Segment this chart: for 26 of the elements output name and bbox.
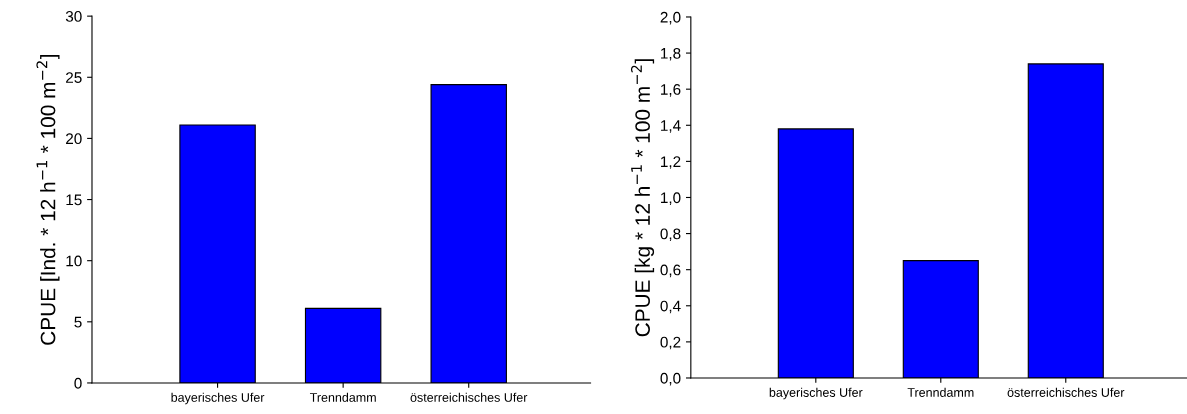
y-tick-label: 20: [66, 133, 82, 145]
y-tick-label: 0,8: [660, 228, 681, 242]
x-tick-label: bayerisches Ufer: [769, 387, 863, 400]
y-tick-label: 0,0: [660, 372, 681, 386]
y-tick-label: 0,4: [660, 300, 681, 314]
y-tick-label: 1,6: [661, 84, 681, 97]
x-tick-label: österreichisches Ufer: [410, 392, 528, 402]
x-tick-label: Trenndamm: [907, 387, 974, 397]
y-tick-label: 0,6: [660, 264, 681, 278]
y-tick-label: 10: [66, 255, 82, 267]
y-tick-label: 0,2: [660, 336, 681, 350]
y-tick-label: 1,8: [661, 47, 681, 61]
x-tick-label: Trenndamm: [309, 392, 376, 402]
y-tick-label: 5: [74, 316, 82, 328]
y-tick-label: 1,0: [661, 192, 681, 205]
y-tick-label: 15: [66, 194, 82, 206]
y-tick-label: 1,2: [661, 156, 681, 169]
y-tick-label: 2,0: [660, 11, 681, 25]
y-tick-label: 30: [65, 11, 82, 22]
x-tick-label: bayerisches Ufer: [171, 392, 265, 405]
y-tick-label: 25: [66, 72, 82, 83]
y-axis-title: CPUE [Ind. * 12 h$^{−1}$ * 100 m$^{−2}$]: [36, 54, 60, 345]
x-tick-label: österreichisches Ufer: [1007, 387, 1125, 397]
y-tick-label: 0: [74, 377, 82, 389]
y-tick-label: 1,4: [661, 120, 681, 133]
y-axis-title: CPUE [kg * 12 h$^{−1}$ * 100 m$^{−2}$]: [630, 59, 655, 337]
